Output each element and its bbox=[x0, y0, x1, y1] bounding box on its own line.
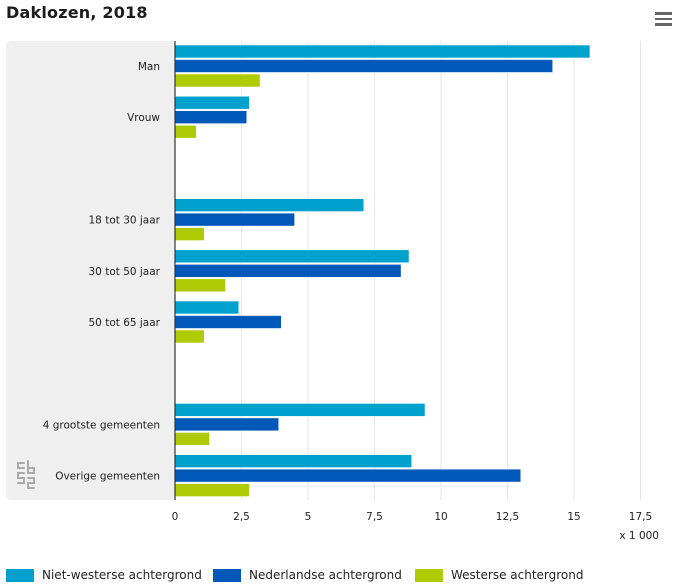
bar-westerse-achtergrond-vrouw bbox=[174, 124, 197, 139]
x-tick-label: 5 bbox=[305, 511, 312, 523]
x-tick-label: 7,5 bbox=[366, 511, 383, 523]
category-label: Man bbox=[138, 61, 160, 73]
legend-label: Westerse achtergrond bbox=[451, 568, 584, 582]
bar-westerse-achtergrond-50-tot-65-jaar bbox=[174, 329, 205, 344]
x-tick-label: 0 bbox=[172, 511, 179, 523]
x-tick-label: 17,5 bbox=[629, 511, 652, 523]
bar-niet-westerse-achtergrond-4-grootste-gemeenten bbox=[174, 403, 426, 417]
legend-label: Nederlandse achtergrond bbox=[249, 568, 402, 582]
x-tick-label: 10 bbox=[434, 511, 447, 523]
bar-nederlandse-achtergrond-man bbox=[174, 59, 554, 73]
legend-swatch bbox=[213, 568, 241, 582]
cbs-logo bbox=[17, 460, 35, 489]
category-label: 4 grootste gemeenten bbox=[43, 419, 160, 431]
chart-legend: Niet-westerse achtergrond Nederlandse ach… bbox=[6, 568, 678, 584]
bar-niet-westerse-achtergrond-man bbox=[174, 44, 591, 59]
bar-nederlandse-achtergrond-4-grootste-gemeenten bbox=[174, 417, 280, 432]
category-label: 50 tot 65 jaar bbox=[89, 317, 161, 329]
legend-item-nederlandse-achtergrond[interactable]: Nederlandse achtergrond bbox=[213, 568, 402, 582]
legend-swatch bbox=[6, 568, 34, 582]
bar-nederlandse-achtergrond-30-tot-50-jaar bbox=[174, 263, 402, 278]
bar-nederlandse-achtergrond-vrouw bbox=[174, 110, 248, 124]
category-label: Overige gemeenten bbox=[55, 471, 160, 483]
x-tick-label: 15 bbox=[567, 511, 580, 523]
legend-label: Niet-westerse achtergrond bbox=[42, 568, 202, 582]
bar-nederlandse-achtergrond-overige-gemeenten bbox=[174, 468, 522, 483]
bar-westerse-achtergrond-18-tot-30-jaar bbox=[174, 227, 205, 241]
legend-item-niet-westerse-achtergrond[interactable]: Niet-westerse achtergrond bbox=[6, 568, 202, 582]
category-label: 18 tot 30 jaar bbox=[89, 215, 161, 227]
x-axis-label: x 1 000 bbox=[619, 530, 659, 542]
bar-westerse-achtergrond-30-tot-50-jaar bbox=[174, 278, 226, 293]
bar-niet-westerse-achtergrond-50-tot-65-jaar bbox=[174, 300, 240, 315]
category-label: 30 tot 50 jaar bbox=[89, 266, 161, 278]
legend-swatch bbox=[415, 568, 443, 582]
hamburger-menu-icon[interactable] bbox=[655, 12, 673, 28]
bar-westerse-achtergrond-overige-gemeenten bbox=[174, 483, 250, 497]
bar-niet-westerse-achtergrond-overige-gemeenten bbox=[174, 454, 413, 468]
bar-westerse-achtergrond-4-grootste-gemeenten bbox=[174, 432, 210, 446]
category-label: Vrouw bbox=[127, 112, 160, 124]
x-tick-label: 2,5 bbox=[233, 511, 250, 523]
bar-niet-westerse-achtergrond-30-tot-50-jaar bbox=[174, 249, 410, 264]
bar-westerse-achtergrond-man bbox=[174, 73, 261, 88]
bar-niet-westerse-achtergrond-18-tot-30-jaar bbox=[174, 198, 365, 212]
chart-title: Daklozen, 2018 bbox=[6, 3, 148, 22]
bar-niet-westerse-achtergrond-vrouw bbox=[174, 95, 250, 110]
bar-nederlandse-achtergrond-50-tot-65-jaar bbox=[174, 315, 282, 329]
bar-nederlandse-achtergrond-18-tot-30-jaar bbox=[174, 212, 295, 227]
bar-chart: Man Vrouw 18 tot 30 jaar 30 tot 50 jaar 50 t… bbox=[6, 41, 660, 542]
x-tick-label: 12,5 bbox=[496, 511, 519, 523]
legend-item-westerse-achtergrond[interactable]: Westerse achtergrond bbox=[415, 568, 584, 582]
